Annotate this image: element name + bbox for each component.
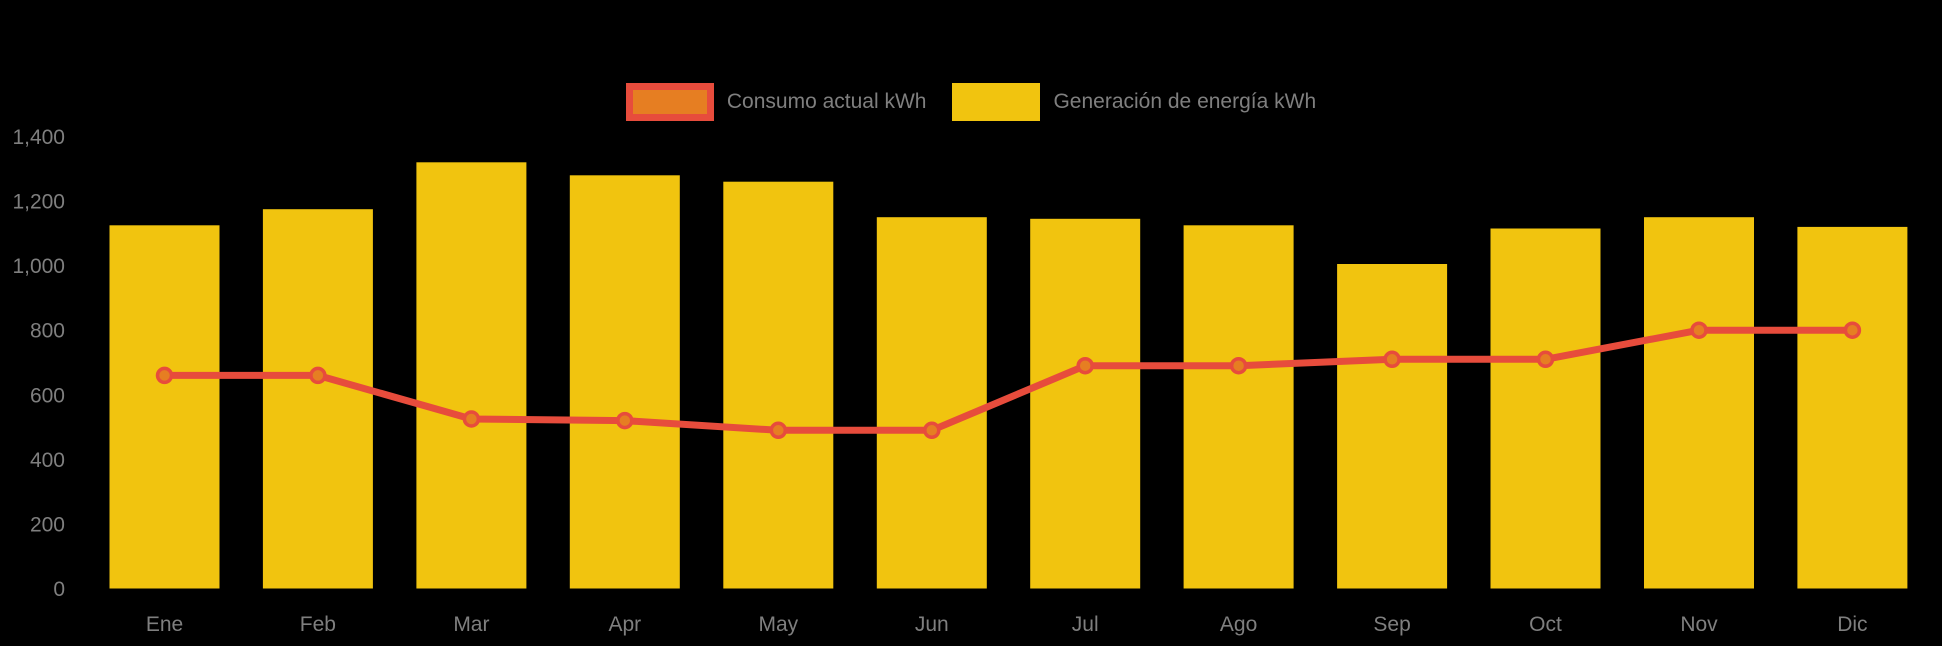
bar-ago[interactable] bbox=[1183, 225, 1294, 589]
chart-legend: Consumo actual kWh Generación de energía… bbox=[0, 83, 1942, 121]
line-point-ene[interactable] bbox=[155, 366, 174, 385]
x-axis-label-nov: Nov bbox=[1680, 613, 1718, 636]
line-point-jun[interactable] bbox=[923, 421, 941, 440]
line-point-ago[interactable] bbox=[1229, 356, 1248, 375]
y-axis-tick-label-0: 0 bbox=[53, 578, 65, 601]
line-point-oct[interactable] bbox=[1536, 350, 1555, 369]
x-axis-label-apr: Apr bbox=[608, 613, 641, 636]
bar-jul[interactable] bbox=[1030, 218, 1141, 589]
x-axis-label-jun: Jun bbox=[915, 613, 949, 636]
y-axis-tick-label-600: 600 bbox=[30, 384, 65, 407]
line-point-dic[interactable] bbox=[1843, 321, 1862, 339]
bar-dic[interactable] bbox=[1797, 226, 1908, 589]
legend-label-generacion: Generación de energía kWh bbox=[1053, 90, 1317, 113]
legend-item-consumo[interactable]: Consumo actual kWh bbox=[625, 83, 927, 121]
legend-item-generacion[interactable]: Generación de energía kWh bbox=[952, 83, 1316, 121]
line-point-feb[interactable] bbox=[309, 366, 327, 385]
y-axis-tick-label-1400: 1,400 bbox=[12, 126, 65, 149]
y-axis-tick-label-800: 800 bbox=[30, 320, 65, 343]
y-axis-tick-label-1000: 1,000 bbox=[12, 255, 65, 278]
line-point-nov[interactable] bbox=[1690, 321, 1708, 339]
bar-ene[interactable] bbox=[109, 225, 220, 589]
bar-nov[interactable] bbox=[1644, 217, 1754, 589]
x-axis-label-ago: Ago bbox=[1220, 613, 1257, 636]
x-axis-label-jul: Jul bbox=[1072, 613, 1099, 636]
x-axis-label-ene: Ene bbox=[146, 613, 183, 636]
x-axis-label-mar: Mar bbox=[453, 613, 489, 636]
x-axis-label-may: May bbox=[758, 613, 798, 636]
line-point-jul[interactable] bbox=[1076, 356, 1094, 375]
x-axis-label-dic: Dic bbox=[1837, 613, 1867, 636]
x-axis-label-sep: Sep bbox=[1373, 613, 1410, 636]
bar-oct[interactable] bbox=[1490, 228, 1601, 589]
legend-swatch-generacion bbox=[952, 83, 1041, 121]
line-point-apr[interactable] bbox=[616, 411, 634, 430]
bar-apr[interactable] bbox=[569, 175, 680, 589]
x-axis-label-feb: Feb bbox=[300, 613, 336, 636]
bar-mar[interactable] bbox=[416, 162, 527, 589]
y-axis-tick-label-200: 200 bbox=[30, 513, 65, 536]
bar-may[interactable] bbox=[723, 181, 834, 589]
line-point-mar[interactable] bbox=[462, 410, 481, 428]
y-axis-tick-label-1200: 1,200 bbox=[12, 191, 65, 214]
line-point-may[interactable] bbox=[769, 421, 788, 440]
legend-label-consumo: Consumo actual kWh bbox=[726, 90, 927, 113]
consumo-line bbox=[161, 326, 1856, 434]
bar-sep[interactable] bbox=[1337, 264, 1448, 589]
line-point-sep[interactable] bbox=[1383, 350, 1401, 369]
y-axis-tick-label-400: 400 bbox=[30, 449, 65, 472]
x-axis-label-oct: Oct bbox=[1529, 613, 1562, 636]
legend-swatch-consumo bbox=[625, 83, 714, 121]
bar-jun[interactable] bbox=[876, 217, 987, 589]
bar-feb[interactable] bbox=[262, 209, 373, 589]
